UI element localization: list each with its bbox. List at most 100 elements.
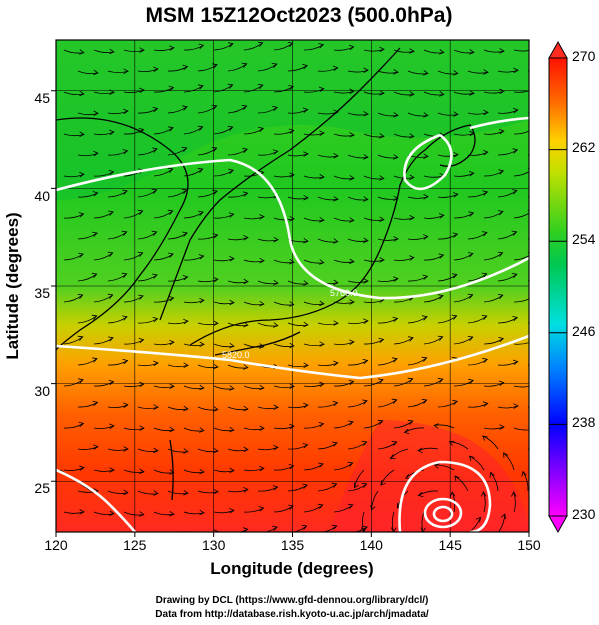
streamline: [497, 149, 518, 156]
streamline: [137, 189, 157, 198]
streamline-arrow: [467, 293, 474, 299]
streamline-arrow: [243, 321, 249, 328]
streamline-arrow: [393, 112, 399, 118]
streamline: [123, 427, 145, 430]
y-axis-label: Latitude (degrees): [3, 212, 22, 359]
streamline-arrow: [333, 360, 339, 367]
streamline-arrow: [542, 232, 547, 237]
streamline-arrow: [199, 384, 205, 391]
streamline-arrow: [183, 405, 189, 412]
streamline-arrow: [181, 188, 188, 194]
streamline: [423, 91, 444, 96]
streamline: [183, 427, 204, 432]
streamline-arrow: [197, 84, 204, 90]
streamline-arrow: [512, 107, 519, 114]
streamline-arrow: [241, 62, 248, 68]
streamline: [183, 469, 204, 474]
streamline-arrow: [454, 475, 460, 481]
streamline-arrow: [229, 385, 235, 391]
streamline: [333, 462, 353, 471]
streamline-arrow: [468, 211, 475, 217]
streamline-arrow: [242, 191, 249, 197]
y-tick-label: 30: [34, 383, 50, 399]
streamline-arrow: [137, 251, 144, 257]
streamline: [437, 193, 458, 198]
streamline-arrow: [332, 400, 339, 407]
streamline: [363, 379, 384, 387]
streamline: [257, 406, 279, 410]
streamline-arrow: [243, 405, 249, 412]
streamline-arrow: [168, 85, 175, 92]
streamline: [287, 280, 308, 285]
streamline-arrow: [243, 364, 249, 370]
streamline: [347, 112, 369, 116]
streamline: [257, 107, 278, 114]
streamline: [213, 343, 234, 348]
streamline-arrow: [257, 84, 264, 90]
streamline-arrow: [449, 491, 456, 497]
streamline: [183, 85, 204, 93]
streamline: [483, 211, 504, 219]
streamline-arrow: [349, 217, 355, 223]
streamline: [167, 232, 188, 240]
streamline: [317, 402, 338, 408]
streamline-arrow: [78, 252, 84, 258]
streamline: [527, 280, 529, 282]
streamline-arrow: [93, 531, 95, 532]
streamline: [347, 196, 368, 201]
streamline-arrow: [302, 64, 308, 70]
streamline: [407, 236, 428, 240]
streamline: [437, 233, 458, 240]
streamline-arrow: [168, 252, 174, 258]
streamline: [243, 507, 264, 513]
streamline-arrow: [272, 149, 279, 155]
streamline: [137, 274, 158, 282]
streamline-arrow: [303, 321, 309, 328]
streamline-arrow: [423, 70, 429, 76]
contour-typhoon-inner: [423, 497, 463, 529]
streamline-arrow: [109, 510, 115, 517]
streamline-arrow: [258, 506, 265, 512]
streamline: [183, 343, 205, 347]
streamline: [167, 147, 187, 156]
streamline: [123, 252, 143, 261]
streamline-arrow: [347, 461, 354, 467]
streamline: [123, 469, 144, 473]
streamline-arrow: [243, 487, 249, 493]
streamline-arrow: [404, 473, 411, 479]
streamline-arrow: [391, 398, 398, 404]
streamline-arrow: [303, 237, 309, 244]
streamline-arrow: [437, 294, 444, 300]
streamline: [227, 364, 248, 369]
streamline: [303, 504, 323, 513]
streamline: [453, 336, 474, 345]
streamline: [453, 253, 474, 261]
streamline-arrow: [122, 189, 128, 195]
streamline-arrow: [482, 190, 489, 196]
streamline-arrow: [288, 128, 295, 134]
colorbar-tick-label: 230: [572, 506, 596, 522]
streamline-arrow: [407, 419, 414, 426]
streamline-arrow: [544, 405, 549, 410]
streamline-arrow: [229, 508, 235, 514]
streamline: [213, 126, 233, 135]
streamline: [243, 427, 265, 431]
streamline: [467, 112, 489, 115]
streamline: [303, 383, 325, 388]
streamline: [363, 299, 385, 303]
streamline: [317, 196, 338, 201]
streamline-arrow: [77, 335, 84, 341]
streamline-arrow: [422, 274, 429, 280]
streamline-arrow: [379, 216, 385, 223]
streamline: [107, 404, 129, 408]
streamline: [107, 150, 128, 156]
x-axis-label: Longitude (degrees): [210, 559, 373, 578]
streamline: [137, 231, 157, 240]
streamline-arrow: [138, 294, 144, 300]
streamline-arrow: [302, 443, 309, 449]
streamline-arrow: [475, 516, 482, 523]
streamline-arrow: [511, 491, 517, 497]
streamline: [437, 154, 459, 157]
streamline-arrow: [93, 69, 99, 76]
streamline: [347, 69, 369, 73]
